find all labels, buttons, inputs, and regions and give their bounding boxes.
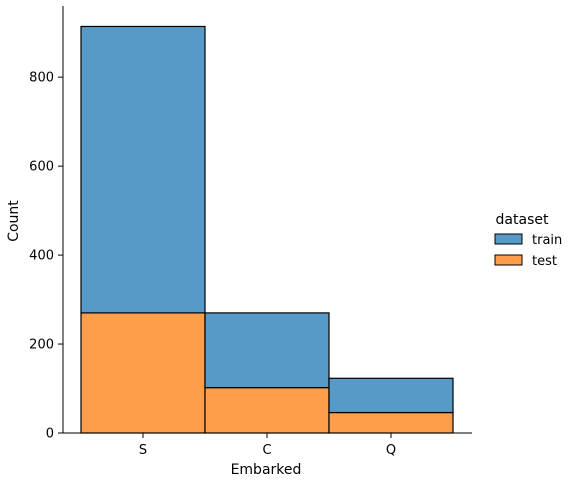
y-tick-label: 0 <box>46 427 54 442</box>
bar-train-Q <box>328 377 454 414</box>
x-tick-label: Q <box>386 443 396 458</box>
y-tick-label: 600 <box>29 160 54 175</box>
y-tick-label: 400 <box>29 249 54 264</box>
bar-train-C <box>204 312 330 389</box>
bars-layer <box>80 25 454 434</box>
bar-train-S <box>80 25 206 314</box>
x-tick-label: S <box>139 443 147 458</box>
x-tick-label: C <box>262 443 271 458</box>
legend-title: dataset <box>496 212 549 228</box>
bar-test-S <box>80 312 206 434</box>
bar-test-Q <box>328 411 454 434</box>
y-axis-label: Count <box>6 200 22 242</box>
legend-label-train: train <box>532 233 562 248</box>
legend-swatch-test <box>494 254 523 266</box>
y-tick-label: 800 <box>29 71 54 86</box>
legend: dataset train test <box>494 212 562 269</box>
x-axis-label: Embarked <box>231 462 302 478</box>
legend-label-test: test <box>532 254 557 269</box>
y-tick-label: 200 <box>29 338 54 353</box>
bar-test-C <box>204 387 330 434</box>
y-ticks: 0 200 400 600 800 <box>29 71 63 442</box>
legend-swatch-train <box>494 233 523 245</box>
